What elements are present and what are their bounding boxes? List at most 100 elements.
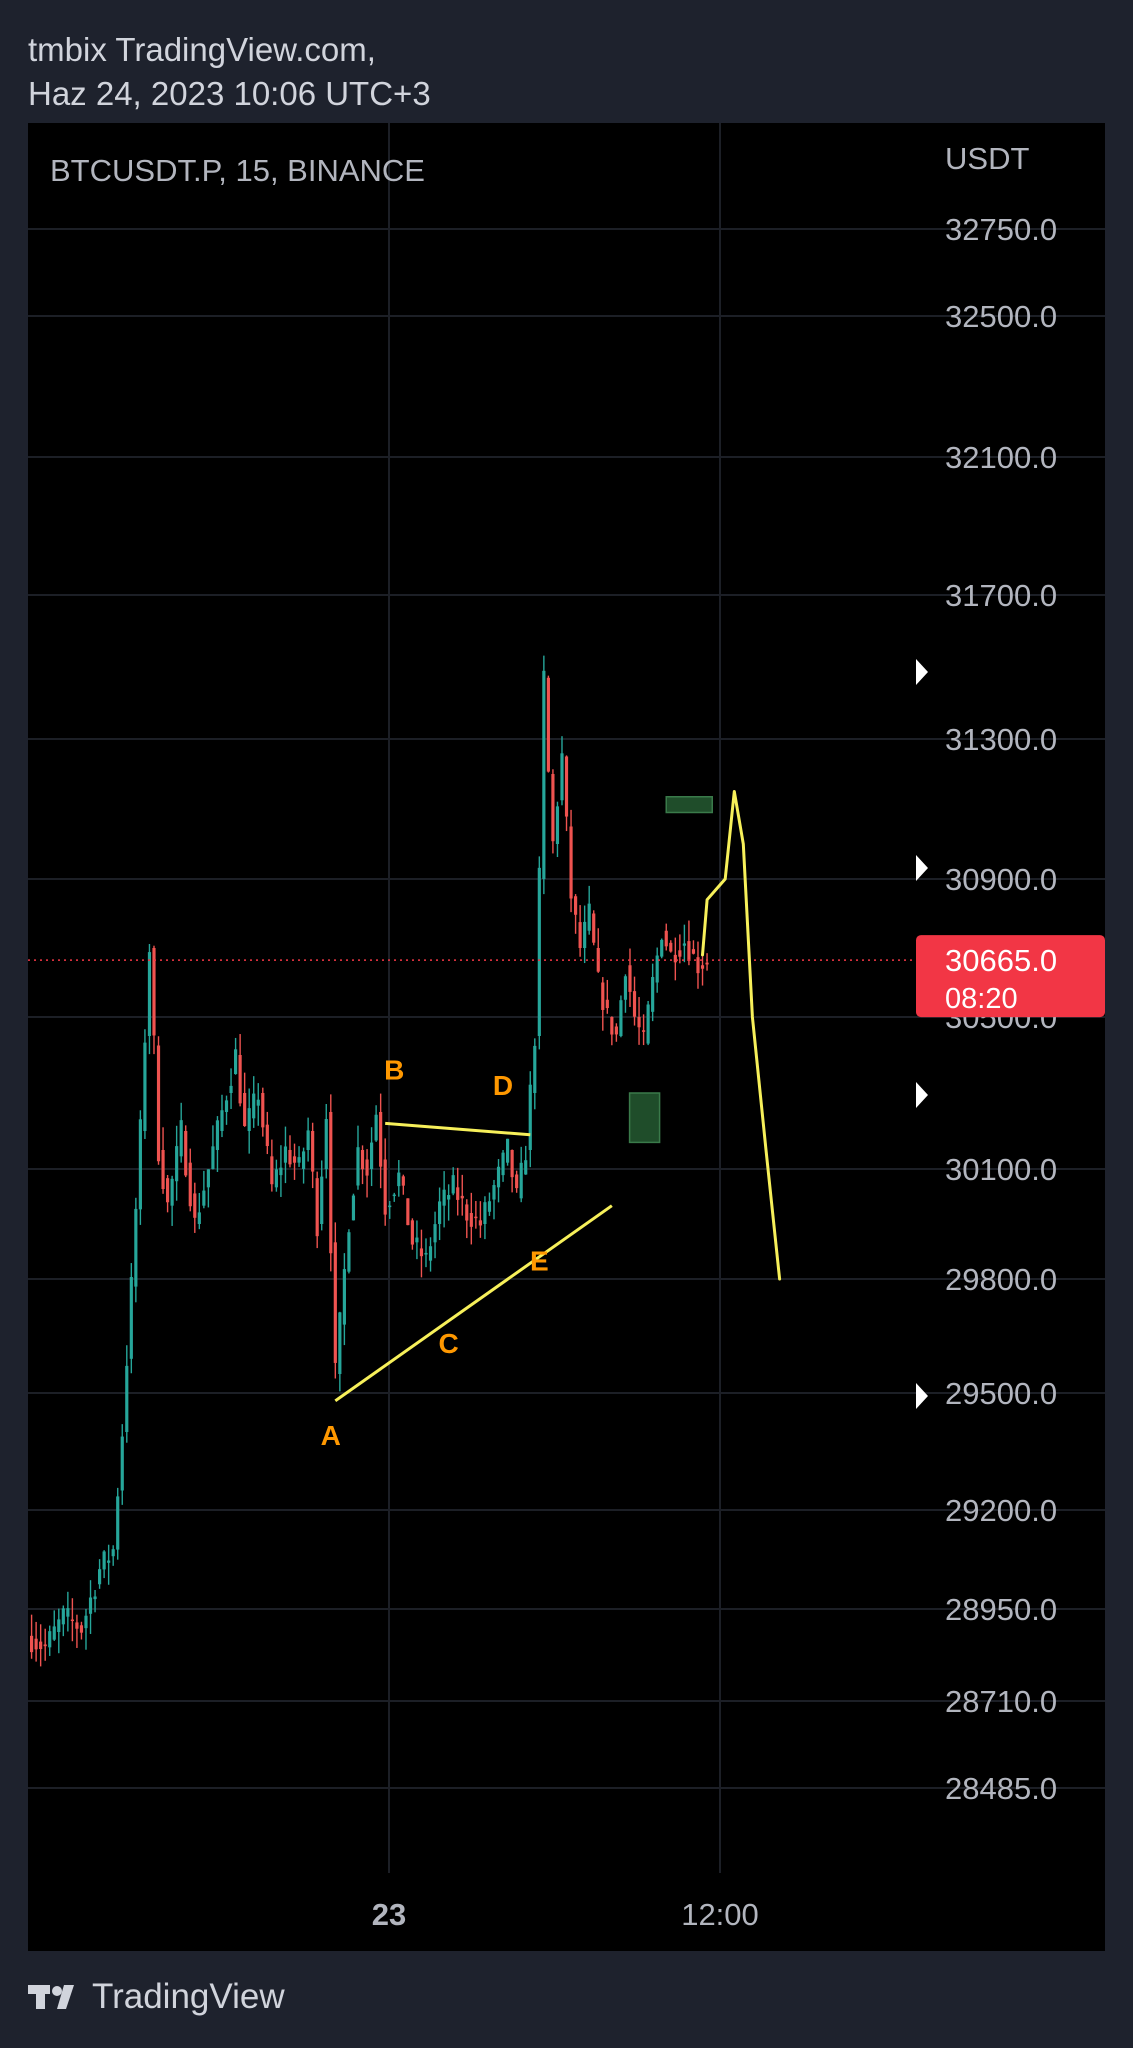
candlestick-chart[interactable]: 32750.0 32500.0 32100.0 31700.0 31300.0 30900… bbox=[28, 123, 1105, 1951]
candle-body bbox=[156, 1045, 161, 1162]
axis-marker-icon bbox=[916, 855, 928, 881]
candle-body bbox=[587, 903, 591, 931]
candle-body bbox=[433, 1224, 437, 1243]
candle-body bbox=[700, 965, 705, 969]
candle-body bbox=[501, 1152, 505, 1176]
candle-body bbox=[460, 1195, 464, 1199]
candle-body bbox=[660, 939, 664, 957]
candle-body bbox=[546, 677, 550, 772]
candle-body bbox=[134, 1208, 138, 1287]
x-tick-label: 12:00 bbox=[681, 1897, 759, 1932]
candle-body bbox=[510, 1150, 514, 1178]
candle-body bbox=[220, 1110, 224, 1131]
candle-body bbox=[456, 1187, 460, 1200]
demand-zone bbox=[628, 1092, 661, 1144]
candle-countdown-label: 08:20 bbox=[945, 983, 1018, 1015]
axis-marker-icon bbox=[916, 1082, 928, 1108]
candle-body bbox=[170, 1178, 174, 1206]
candle-body bbox=[705, 962, 709, 965]
candle-body bbox=[560, 753, 564, 801]
wave-label-a: A bbox=[321, 1420, 341, 1451]
candle-body bbox=[279, 1167, 283, 1176]
candle-body bbox=[623, 976, 628, 1000]
candle-body bbox=[651, 977, 655, 1012]
projected-path-drawing bbox=[701, 790, 782, 1281]
candle-body bbox=[637, 1017, 641, 1028]
candle-body bbox=[555, 806, 560, 844]
candle-body bbox=[601, 982, 605, 1010]
candle-body bbox=[537, 867, 541, 1036]
axis-marker-icon bbox=[916, 1383, 928, 1409]
wave-label-e: E bbox=[530, 1245, 549, 1276]
candle-body bbox=[365, 1159, 369, 1176]
candle-body bbox=[610, 1017, 614, 1035]
candle-body bbox=[356, 1147, 360, 1186]
y-tick-label: 31300.0 bbox=[945, 722, 1057, 757]
candle-body bbox=[125, 1365, 129, 1432]
candle-body bbox=[351, 1195, 356, 1221]
triangle-lower-trendline bbox=[334, 1204, 613, 1403]
candle-body bbox=[247, 1108, 251, 1131]
candle-body bbox=[374, 1114, 378, 1141]
candle-body bbox=[98, 1569, 102, 1585]
candle-body bbox=[256, 1099, 260, 1106]
candle-body bbox=[424, 1252, 428, 1255]
y-tick-label: 29500.0 bbox=[945, 1376, 1057, 1411]
candle-body bbox=[342, 1269, 346, 1325]
candle-body bbox=[243, 1093, 247, 1127]
candle-body bbox=[283, 1146, 288, 1163]
y-tick-label: 31700.0 bbox=[945, 578, 1057, 613]
candle-body bbox=[574, 896, 578, 915]
candle-body bbox=[655, 955, 659, 983]
chart-panel[interactable]: 32750.0 32500.0 32100.0 31700.0 31300.0 30900… bbox=[28, 123, 1105, 1951]
candle-body bbox=[478, 1220, 482, 1226]
candle-body bbox=[120, 1436, 124, 1491]
supply-zone bbox=[665, 796, 714, 814]
candle-body bbox=[188, 1162, 192, 1207]
y-tick-label: 29200.0 bbox=[945, 1493, 1057, 1528]
candle-body bbox=[84, 1615, 88, 1629]
candle-body bbox=[383, 1159, 387, 1215]
y-tick-label: 28710.0 bbox=[945, 1684, 1057, 1719]
candle-body bbox=[338, 1312, 342, 1374]
wave-label-c: C bbox=[439, 1328, 459, 1359]
candle-body bbox=[116, 1496, 120, 1550]
candle-body bbox=[107, 1560, 111, 1563]
candle-body bbox=[234, 1049, 238, 1074]
wave-label-b: B bbox=[384, 1055, 404, 1086]
current-price-label: 30665.0 bbox=[945, 943, 1057, 978]
candle-body bbox=[265, 1124, 269, 1147]
y-tick-label: 32750.0 bbox=[945, 212, 1057, 247]
candle-body bbox=[642, 1030, 646, 1032]
candle-body bbox=[66, 1608, 70, 1617]
candle-body bbox=[138, 1119, 142, 1210]
candle-body bbox=[93, 1596, 97, 1600]
candle-body bbox=[324, 1119, 328, 1169]
candle-body bbox=[388, 1205, 392, 1208]
candle-body bbox=[614, 1026, 618, 1035]
candle-body bbox=[474, 1216, 478, 1219]
candle-body bbox=[370, 1142, 374, 1169]
y-tick-label: 30100.0 bbox=[945, 1152, 1057, 1187]
candle-body bbox=[43, 1644, 47, 1647]
candle-body bbox=[202, 1190, 206, 1206]
candle-body bbox=[515, 1174, 519, 1189]
currency-label: USDT bbox=[945, 141, 1030, 176]
candle-body bbox=[519, 1162, 523, 1199]
candle-body bbox=[57, 1619, 61, 1632]
candle-body bbox=[605, 999, 609, 1009]
candle-body bbox=[193, 1193, 197, 1218]
candle-body bbox=[669, 942, 673, 952]
candle-body bbox=[696, 957, 700, 974]
candle-body bbox=[70, 1619, 74, 1622]
y-tick-label: 28950.0 bbox=[945, 1592, 1057, 1627]
current-price-tag bbox=[916, 935, 1105, 1018]
candle-body bbox=[197, 1212, 201, 1224]
candle-body bbox=[261, 1093, 265, 1128]
candle-body bbox=[569, 826, 573, 899]
candle-body bbox=[447, 1195, 451, 1200]
candle-body bbox=[161, 1150, 165, 1190]
candle-body bbox=[487, 1201, 492, 1212]
candle-body bbox=[379, 1112, 383, 1167]
candle-body bbox=[442, 1189, 446, 1206]
